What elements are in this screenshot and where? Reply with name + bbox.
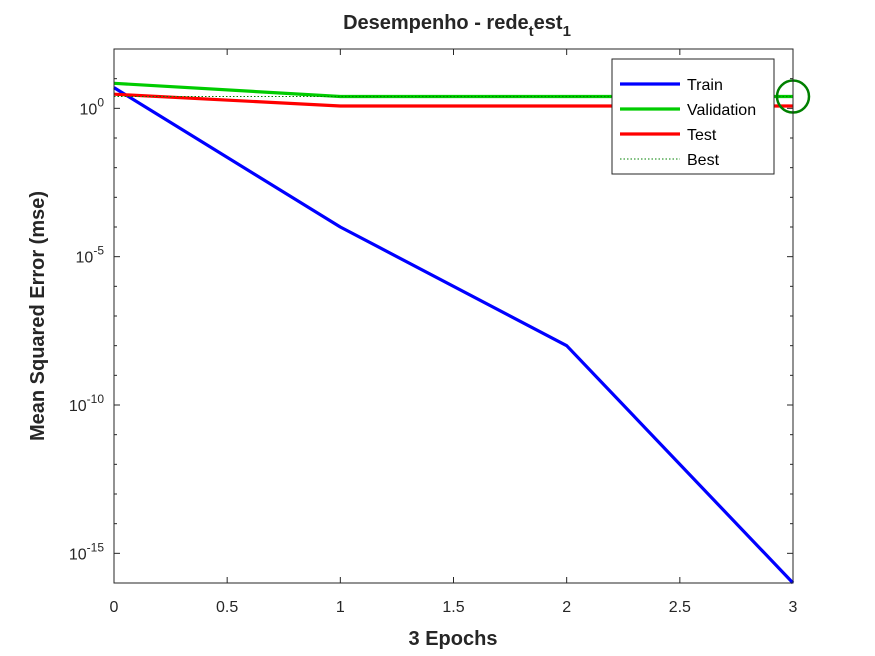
legend-box	[611, 58, 775, 175]
x-tick-label: 0.5	[216, 599, 238, 616]
series-line-train	[113, 86, 795, 585]
y-tick-label: 10-10	[69, 392, 104, 415]
x-tick-label: 3	[789, 599, 798, 616]
legend-label-best: Best	[687, 152, 720, 169]
legend-label-train: Train	[687, 77, 723, 94]
x-tick-label: 2	[562, 599, 571, 616]
y-tick-label: 10-15	[69, 540, 104, 563]
x-tick-label: 1	[336, 599, 345, 616]
chart-title: Desempenho - redetest1	[343, 12, 571, 40]
y-tick-label: 100	[80, 95, 105, 118]
y-axis-label: Mean Squared Error (mse)	[27, 191, 49, 441]
x-tick-label: 0	[110, 599, 119, 616]
x-tick-label: 1.5	[442, 599, 464, 616]
x-tick-label: 2.5	[669, 599, 691, 616]
legend-label-test: Test	[687, 127, 717, 144]
legend-label-validation: Validation	[687, 102, 756, 119]
x-axis-label: 3 Epochs	[409, 628, 498, 650]
y-tick-label: 10-5	[76, 244, 105, 267]
